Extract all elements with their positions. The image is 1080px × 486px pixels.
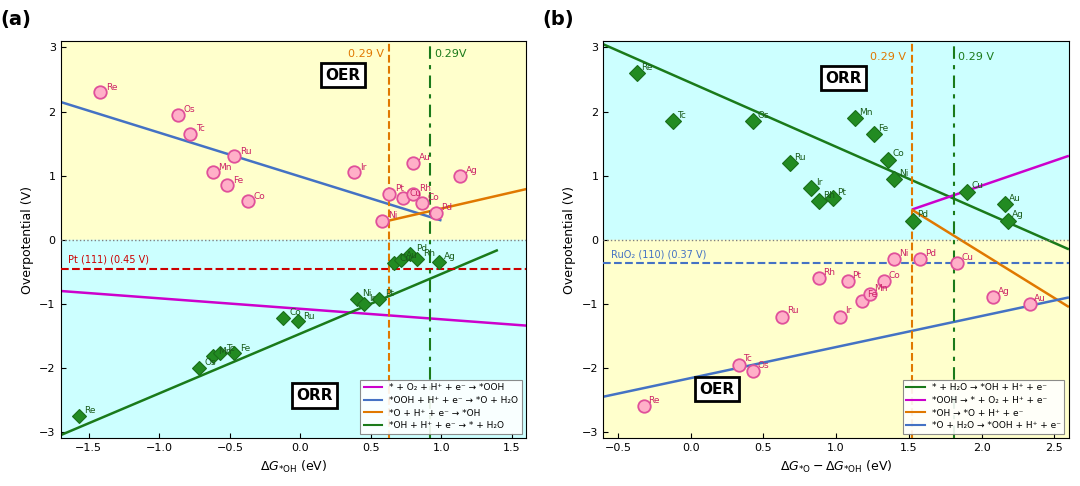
- Text: Fe: Fe: [232, 176, 243, 185]
- Text: Au: Au: [1009, 194, 1021, 203]
- Text: Re: Re: [648, 396, 660, 405]
- Text: 0.29 V: 0.29 V: [348, 49, 383, 59]
- Text: Ag: Ag: [465, 166, 477, 175]
- Text: OER: OER: [699, 382, 734, 397]
- Text: Rh: Rh: [419, 184, 431, 193]
- Text: Ru: Ru: [240, 147, 252, 156]
- Text: Pd: Pd: [416, 244, 428, 253]
- Text: Ni: Ni: [899, 249, 908, 258]
- Text: (a): (a): [0, 10, 31, 29]
- Text: Pd: Pd: [924, 249, 936, 258]
- Text: Co: Co: [289, 308, 301, 317]
- Text: Re: Re: [84, 406, 96, 416]
- Text: 0.29 V: 0.29 V: [958, 52, 995, 62]
- Text: (b): (b): [543, 10, 575, 29]
- Text: Cu: Cu: [400, 254, 411, 263]
- Text: Pt: Pt: [852, 271, 861, 280]
- Text: Tc: Tc: [226, 344, 234, 352]
- Text: 0.29V: 0.29V: [434, 49, 467, 59]
- Text: Tc: Tc: [677, 111, 687, 120]
- Text: Ru: Ru: [794, 153, 806, 162]
- Text: Os: Os: [757, 361, 769, 370]
- Text: Pd: Pd: [918, 210, 929, 219]
- Legend: * + O₂ + H⁺ + e⁻ → *OOH, *OOH + H⁺ + e⁻ → *O + H₂O, *O + H⁺ + e⁻ → *OH, *OH + H⁺: * + O₂ + H⁺ + e⁻ → *OOH, *OOH + H⁺ + e⁻ …: [360, 380, 522, 434]
- Text: Pt: Pt: [838, 188, 847, 197]
- Text: Os: Os: [757, 111, 769, 120]
- Text: ORR: ORR: [825, 71, 862, 86]
- Text: Cu: Cu: [409, 189, 421, 197]
- Text: Co: Co: [254, 191, 266, 201]
- Text: Mn: Mn: [860, 108, 873, 117]
- Text: Ni: Ni: [899, 169, 908, 178]
- Text: Ru: Ru: [303, 312, 315, 321]
- Text: Co: Co: [889, 271, 901, 280]
- Text: Ni: Ni: [363, 289, 372, 298]
- Text: Ir: Ir: [815, 178, 822, 187]
- Text: Co: Co: [428, 193, 440, 202]
- Text: Rh: Rh: [823, 268, 835, 277]
- Text: Rh: Rh: [423, 249, 435, 259]
- Text: Fe: Fe: [866, 291, 877, 299]
- Text: Ag: Ag: [444, 252, 456, 261]
- Text: Ir: Ir: [845, 306, 851, 315]
- Text: Tc: Tc: [743, 354, 752, 364]
- Legend: * + H₂O → *OH + H⁺ + e⁻, *OOH → * + O₂ + H⁺ + e⁻, *OH → *O + H⁺ + e⁻, *O + H₂O →: * + H₂O → *OH + H⁺ + e⁻, *OOH → * + O₂ +…: [903, 380, 1065, 434]
- Text: 0.29 V: 0.29 V: [870, 52, 906, 62]
- X-axis label: $\Delta G_{*\mathrm{OH}}$ (eV): $\Delta G_{*\mathrm{OH}}$ (eV): [259, 459, 327, 475]
- X-axis label: $\Delta G_{*\mathrm{O}} - \Delta G_{*\mathrm{OH}}$ (eV): $\Delta G_{*\mathrm{O}} - \Delta G_{*\ma…: [780, 459, 892, 475]
- Text: Ru: Ru: [786, 306, 798, 315]
- Text: Au: Au: [406, 251, 418, 260]
- Text: Pt: Pt: [386, 289, 394, 298]
- Text: RuO₂ (110) (0.37 V): RuO₂ (110) (0.37 V): [610, 249, 706, 259]
- Text: Cu: Cu: [961, 253, 973, 262]
- Y-axis label: Overpotential (V): Overpotential (V): [564, 186, 577, 294]
- Text: Au: Au: [1034, 294, 1045, 303]
- Text: Mn: Mn: [218, 347, 232, 356]
- Text: Pd: Pd: [442, 203, 453, 212]
- Text: Au: Au: [419, 153, 431, 162]
- Text: Rh: Rh: [823, 191, 835, 200]
- Text: Ir: Ir: [360, 163, 366, 172]
- Text: Fe: Fe: [878, 124, 889, 133]
- Text: Mn: Mn: [218, 163, 232, 172]
- Text: Re: Re: [642, 63, 652, 72]
- Text: Ir: Ir: [369, 294, 376, 303]
- Text: Ni: Ni: [388, 211, 397, 220]
- Text: Pt: Pt: [395, 184, 404, 193]
- Text: Pt (111) (0.45 V): Pt (111) (0.45 V): [68, 254, 149, 264]
- Text: Ag: Ag: [998, 287, 1010, 296]
- Text: Re: Re: [106, 83, 118, 92]
- Text: Co: Co: [893, 149, 905, 158]
- Text: Ag: Ag: [1012, 210, 1024, 219]
- Text: OER: OER: [325, 68, 361, 83]
- Text: Cu: Cu: [971, 181, 984, 191]
- Text: ORR: ORR: [296, 388, 333, 403]
- Text: Os: Os: [204, 358, 216, 367]
- Text: Os: Os: [184, 105, 194, 114]
- Text: Tc: Tc: [195, 124, 205, 134]
- Text: Mn: Mn: [874, 284, 888, 293]
- Text: Fe: Fe: [240, 344, 249, 352]
- Y-axis label: Overpotential (V): Overpotential (V): [21, 186, 33, 294]
